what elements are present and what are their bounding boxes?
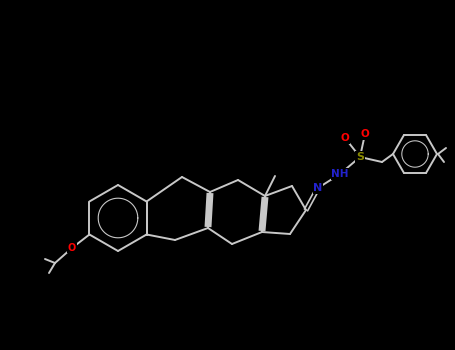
Text: O: O (341, 133, 349, 143)
Text: O: O (361, 129, 369, 139)
Text: NH: NH (331, 169, 349, 179)
Text: O: O (341, 133, 349, 143)
Text: O: O (68, 243, 76, 253)
Text: N: N (313, 183, 323, 193)
Text: O: O (361, 129, 369, 139)
Text: NH: NH (331, 169, 349, 179)
Text: S: S (356, 152, 364, 162)
Text: O: O (68, 243, 76, 253)
Text: S: S (356, 152, 364, 162)
Text: N: N (313, 183, 323, 193)
